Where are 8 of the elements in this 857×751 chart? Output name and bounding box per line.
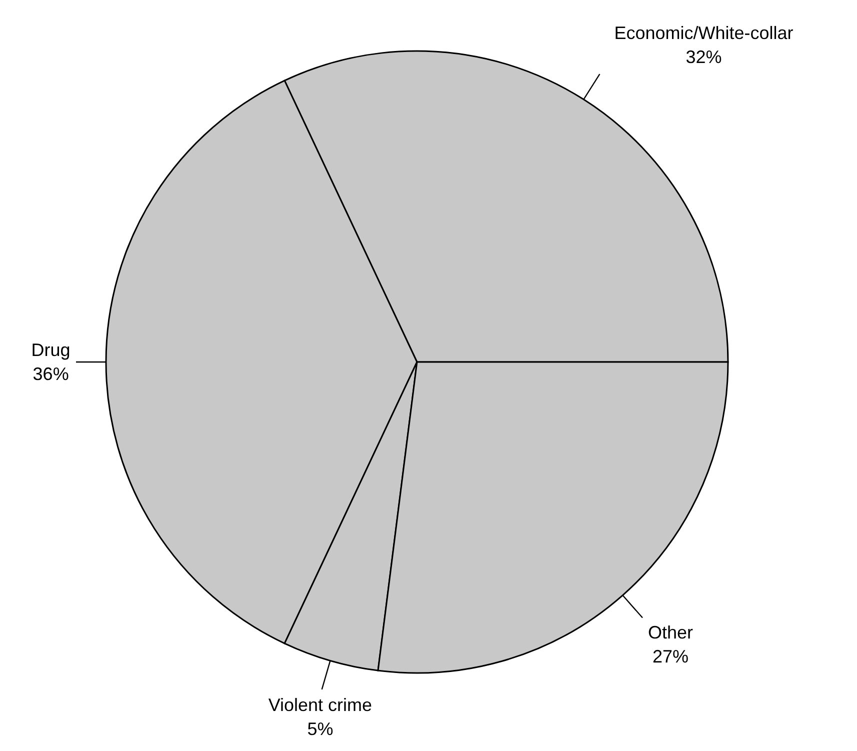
data-label: 5% [307,719,334,740]
slice-label: Economic/White-collar [614,23,794,44]
data-label: 36% [32,364,69,384]
slice-label: Other [648,622,693,642]
slice-label: Violent crime [268,695,372,716]
data-label: 27% [652,646,688,666]
slice-label: Drug [31,340,70,360]
data-label: 32% [686,47,722,68]
